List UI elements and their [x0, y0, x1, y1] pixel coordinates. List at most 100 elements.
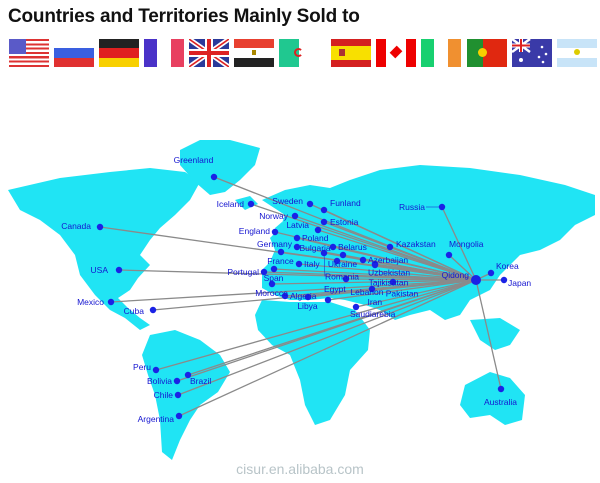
location-label: Iran — [367, 297, 382, 307]
location-label: Poland — [302, 233, 329, 243]
location-label: Portugal — [227, 267, 259, 277]
location-dot — [271, 228, 279, 236]
route-line — [155, 279, 477, 371]
location-label: Argentina — [138, 414, 175, 424]
location-dot — [339, 251, 347, 259]
location-dot — [320, 218, 328, 226]
location-label: Greenland — [174, 155, 214, 165]
location-dot — [210, 173, 218, 181]
location-label: Algeria — [290, 291, 317, 301]
route-line — [178, 279, 477, 417]
route-line — [298, 263, 477, 281]
route-line — [317, 229, 477, 281]
location-dot — [445, 251, 453, 259]
location-dot — [320, 249, 328, 257]
flag-spain-icon — [331, 39, 371, 67]
location-dot — [173, 377, 181, 385]
location-dot — [277, 248, 285, 256]
location-dot — [342, 275, 350, 283]
landmass — [8, 168, 200, 330]
location-label: Peru — [133, 362, 151, 372]
route-line — [99, 226, 477, 281]
location-dot — [174, 391, 182, 399]
route-line — [332, 246, 477, 281]
location-dot — [291, 212, 299, 220]
flag-mexico-icon — [421, 39, 461, 67]
location-label: Libya — [297, 301, 318, 311]
location-label: Lebanon — [350, 287, 383, 297]
location-dot — [438, 203, 446, 211]
location-dot — [306, 200, 314, 208]
location-dot — [295, 260, 303, 268]
location-dot — [184, 371, 192, 379]
route-line — [475, 279, 502, 390]
location-dot — [359, 256, 367, 264]
location-label: Norway — [259, 211, 289, 221]
route-line — [441, 206, 477, 281]
location-label: Bolivia — [147, 376, 172, 386]
location-label: Chile — [154, 390, 174, 400]
location-label: Japan — [508, 278, 531, 288]
location-label: Morocco — [255, 288, 288, 298]
location-label: Mongolia — [449, 239, 484, 249]
route-line — [118, 269, 477, 281]
route-line — [448, 254, 477, 281]
location-label: Germany — [257, 239, 293, 249]
location-label: Russia — [399, 202, 425, 212]
flag-australia-icon — [512, 39, 552, 67]
location-dot — [175, 412, 183, 420]
location-dot — [107, 298, 115, 306]
location-dot — [333, 257, 341, 265]
location-label: Egypt — [324, 284, 346, 294]
location-label: Azerbaijan — [368, 255, 408, 265]
location-label: Iceland — [217, 199, 245, 209]
label-leader-line — [323, 252, 326, 277]
flag-algeria-icon — [279, 39, 319, 67]
location-label: Italy — [304, 259, 320, 269]
location-dot — [260, 268, 268, 276]
flag-portugal-icon — [467, 39, 507, 67]
location-label: Ukraine — [328, 259, 358, 269]
location-dot — [320, 206, 328, 214]
route-line — [294, 215, 477, 281]
hub-label: Qidong — [442, 270, 470, 280]
flag-usa-icon — [9, 39, 49, 67]
route-line — [110, 279, 477, 303]
location-dot — [115, 266, 123, 274]
location-dot — [487, 269, 495, 277]
location-dot — [371, 261, 379, 269]
location-label: Latvia — [286, 220, 309, 230]
flag-uk-icon — [189, 39, 229, 67]
location-label: Sweden — [272, 196, 303, 206]
landmass — [255, 300, 370, 425]
location-dot — [270, 265, 278, 273]
location-label: Kazakstan — [396, 239, 436, 249]
location-markers — [96, 173, 508, 420]
location-dot — [500, 276, 508, 284]
flag-france-icon — [144, 39, 184, 67]
location-label: Estonia — [330, 217, 359, 227]
landmass — [470, 318, 520, 350]
flag-row — [9, 39, 599, 69]
location-label: Saudiarebia — [350, 309, 396, 319]
location-label: Belarus — [338, 242, 367, 252]
location-label: France — [267, 256, 294, 266]
flag-russia-icon — [54, 39, 94, 67]
location-label: USA — [91, 265, 109, 275]
location-dot — [324, 296, 332, 304]
location-label: Bulgaria — [299, 243, 330, 253]
location-label: Span — [264, 273, 284, 283]
flag-egypt-icon — [234, 39, 274, 67]
watermark: cisur.en.alibaba.com — [236, 461, 364, 477]
route-line — [323, 209, 477, 281]
location-dot — [368, 285, 376, 293]
location-dot — [247, 200, 255, 208]
route-line — [355, 279, 477, 308]
location-label: Brazil — [190, 376, 211, 386]
location-dot — [149, 306, 157, 314]
route-line — [327, 279, 477, 301]
flag-canada-icon — [376, 39, 416, 67]
location-label: England — [239, 226, 270, 236]
location-dot — [386, 243, 394, 251]
route-line — [389, 246, 477, 281]
